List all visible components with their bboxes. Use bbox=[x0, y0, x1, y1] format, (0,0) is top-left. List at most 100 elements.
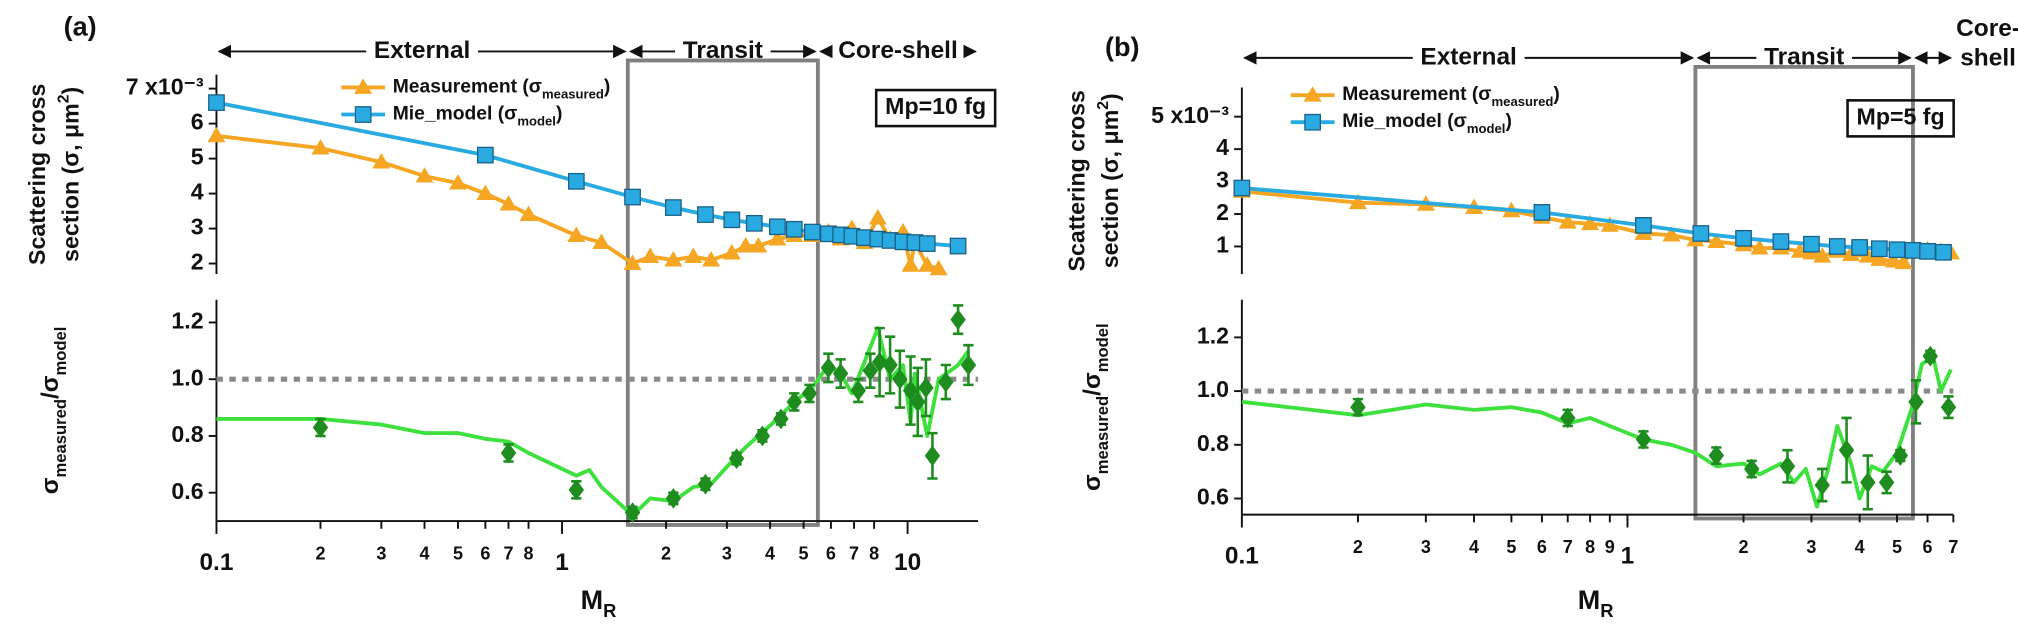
y-tick-label: 7 x10⁻³ bbox=[126, 74, 204, 100]
diamond-marker bbox=[832, 363, 849, 384]
triangle-marker bbox=[749, 237, 768, 253]
y-tick-label: 0.6 bbox=[171, 478, 203, 504]
x-tick-label: 3 bbox=[1806, 537, 1816, 557]
diamond-marker bbox=[728, 448, 745, 469]
y-tick-label: 5 bbox=[191, 144, 204, 170]
text-segment: Mie_model (σ bbox=[393, 104, 518, 125]
text-segment: model bbox=[1093, 323, 1112, 372]
x-tick-label: 3 bbox=[1421, 537, 1431, 557]
x-tick-label: 1 bbox=[1621, 543, 1635, 570]
diamond-marker bbox=[850, 380, 867, 401]
triangle-marker bbox=[448, 174, 468, 190]
text-segment: ) bbox=[1097, 93, 1123, 101]
y-axis-label: σmeasured/σmodel bbox=[37, 327, 69, 495]
square-marker bbox=[697, 206, 714, 223]
y-tick-label: 1.0 bbox=[171, 364, 203, 390]
square-marker bbox=[1692, 225, 1710, 242]
transit-box bbox=[1693, 64, 1915, 521]
x-tick-label: 0.1 bbox=[1225, 543, 1259, 570]
triangle-marker bbox=[901, 256, 920, 272]
diamond-marker bbox=[924, 445, 941, 467]
region-label: External bbox=[374, 37, 470, 64]
x-tick-label: 2 bbox=[1739, 537, 1749, 557]
text-segment: Measurement (σ bbox=[393, 77, 542, 98]
y-tick-label: 0.8 bbox=[171, 421, 203, 447]
x-axis-label: MR bbox=[1578, 585, 1614, 621]
text-segment: measured bbox=[51, 399, 70, 477]
x-tick-label: 2 bbox=[661, 543, 671, 563]
x-tick-label: 9 bbox=[1605, 537, 1615, 557]
y-axis-label: section (σ, μm2) bbox=[55, 87, 83, 262]
y-axis-label: σmeasured/σmodel bbox=[1079, 323, 1111, 491]
triangle-marker bbox=[623, 254, 642, 270]
square-marker bbox=[1533, 204, 1551, 221]
triangle-marker bbox=[1707, 232, 1726, 249]
annotation: Mp=5 fg bbox=[1857, 103, 1945, 129]
diamond-marker bbox=[1744, 458, 1760, 480]
square-marker bbox=[665, 199, 682, 216]
diamond-marker bbox=[773, 408, 789, 430]
x-tick-label: 4 bbox=[1469, 537, 1479, 557]
diamond-marker bbox=[918, 377, 934, 399]
y-tick-label: 2 bbox=[191, 249, 204, 275]
text-segment: Mie_model (σ bbox=[1342, 111, 1467, 132]
x-tick-label: 2 bbox=[315, 543, 325, 563]
legend-label: Measurement (σmeasured) bbox=[393, 77, 611, 102]
triangle-marker bbox=[768, 230, 787, 246]
text-segment: Scattering cross bbox=[24, 84, 50, 265]
x-tick-label: 4 bbox=[1855, 537, 1865, 557]
square-marker bbox=[1888, 241, 1906, 259]
diamond-marker bbox=[1350, 396, 1366, 418]
triangle-marker bbox=[1842, 245, 1861, 262]
triangle-marker bbox=[1581, 214, 1600, 231]
text-segment: R bbox=[603, 600, 616, 621]
triangle-marker bbox=[684, 247, 703, 263]
y-tick-label: 4 bbox=[1216, 134, 1229, 160]
panel-label: (a) bbox=[64, 11, 97, 41]
y-tick-label: 3 bbox=[191, 214, 204, 240]
x-tick-label: 7 bbox=[1563, 537, 1573, 557]
y-tick-label: 4 bbox=[191, 179, 204, 205]
x-tick-label: 6 bbox=[480, 543, 490, 563]
legend-marker bbox=[1304, 113, 1321, 131]
triangle-marker bbox=[207, 126, 226, 143]
diamond-marker bbox=[786, 391, 802, 413]
diamond-marker bbox=[568, 479, 585, 501]
panel-label: (b) bbox=[1105, 32, 1139, 62]
diamond-marker bbox=[1708, 445, 1725, 466]
diamond-marker bbox=[1940, 396, 1957, 418]
text-segment: measured bbox=[542, 86, 604, 101]
y-tick-label: 2 bbox=[1216, 199, 1229, 225]
x-tick-label: 7 bbox=[503, 543, 513, 563]
x-tick-label: 4 bbox=[420, 543, 430, 563]
diamond-marker bbox=[1814, 474, 1830, 496]
x-tick-label: 10 bbox=[894, 549, 921, 576]
series-line bbox=[216, 100, 959, 248]
triangle-marker bbox=[641, 247, 660, 263]
square-marker bbox=[1233, 179, 1251, 197]
text-segment: /σ bbox=[37, 375, 64, 399]
square-marker bbox=[769, 218, 786, 236]
diamond-marker bbox=[950, 309, 966, 330]
y-tick-label: 1 bbox=[1216, 232, 1229, 258]
triangle-marker bbox=[702, 251, 721, 267]
text-segment: Measurement (σ bbox=[1342, 84, 1491, 105]
y-tick-label: 5 x10⁻³ bbox=[1151, 102, 1229, 128]
text-segment: ) bbox=[556, 104, 562, 125]
diamond-marker bbox=[1838, 439, 1855, 461]
triangle-marker bbox=[722, 244, 741, 260]
triangle-marker bbox=[929, 259, 948, 276]
square-marker bbox=[745, 214, 763, 232]
triangle-marker bbox=[1662, 226, 1681, 242]
square-marker bbox=[1635, 217, 1652, 234]
x-tick-label: 6 bbox=[1923, 537, 1933, 557]
legend-marker bbox=[354, 78, 373, 94]
x-tick-label: 5 bbox=[453, 543, 463, 563]
annotation-box bbox=[874, 88, 997, 128]
y-tick-label: 1.2 bbox=[1197, 322, 1229, 348]
triangle-marker bbox=[1790, 242, 1809, 258]
y-axis-label: Scattering cross bbox=[24, 84, 50, 265]
triangle-marker bbox=[736, 237, 755, 253]
diamond-marker bbox=[910, 391, 926, 413]
text-segment: model bbox=[51, 327, 70, 376]
